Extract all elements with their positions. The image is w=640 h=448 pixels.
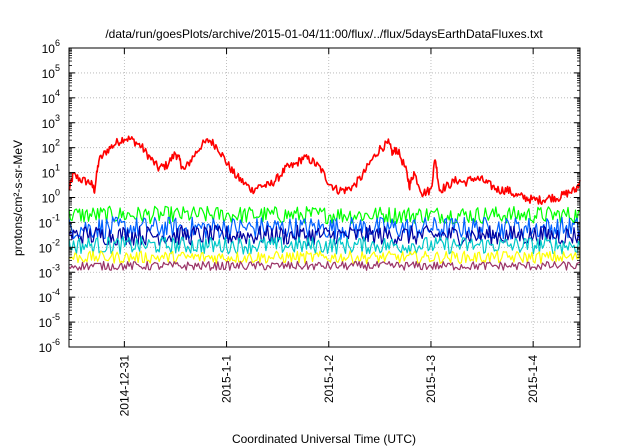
x-axis-label: Coordinated Universal Time (UTC) [232,432,416,446]
y-tick-label: 10-6 [39,337,60,355]
y-tick-label: 10-4 [39,287,60,305]
y-tick-label: 101 [42,163,60,181]
y-tick-exponent: -5 [52,312,60,322]
y-tick-exponent: 5 [55,63,60,73]
axis-ticks [69,47,580,348]
series-group [68,135,581,271]
series-line [68,236,581,255]
y-tick-exponent: 0 [55,188,60,198]
x-tick-label: 2015-1-4 [526,355,540,403]
series-line [68,205,581,225]
chart-title: /data/run/goesPlots/archive/2015-01-04/1… [105,27,543,41]
y-tick-label: 105 [42,63,60,81]
series-line [68,216,581,240]
y-tick-exponent: 4 [55,88,60,98]
y-tick-label: 10-5 [39,312,60,330]
x-tick-label: 2015-1-1 [220,355,234,403]
y-tick-labels: 10-610-510-410-310-210-11001011021031041… [39,38,60,355]
y-tick-exponent: 2 [55,138,60,148]
y-tick-label: 106 [42,38,60,56]
y-tick-label: 102 [42,138,60,156]
y-tick-exponent: -3 [52,262,60,272]
y-tick-exponent: -2 [52,237,60,247]
y-tick-label: 103 [42,113,60,131]
series-line [68,224,581,246]
y-tick-exponent: -6 [52,337,60,347]
y-axis-label: protons/cm²-s-sr-MeV [11,140,25,256]
x-tick-labels: 2014-12-31 2015-1-1 2015-1-2 2015-1-3 2015-1… [117,355,540,417]
y-tick-exponent: 6 [55,38,60,48]
y-tick-label: 104 [42,88,60,106]
x-tick-label: 2014-12-31 [117,355,131,417]
y-tick-label: 10-3 [39,262,60,280]
y-tick-label: 10-2 [39,237,60,255]
y-tick-label: 100 [42,188,60,206]
series-line [68,250,581,265]
series-line [68,135,581,205]
y-tick-exponent: 1 [55,163,60,173]
y-tick-exponent: 3 [55,113,60,123]
series-line [68,260,581,271]
grid [69,48,580,347]
y-tick-exponent: -4 [52,287,60,297]
y-tick-label: 10-1 [39,212,60,230]
x-tick-label: 2015-1-3 [424,355,438,403]
x-tick-label: 2015-1-2 [322,355,336,403]
y-tick-exponent: -1 [52,212,60,222]
